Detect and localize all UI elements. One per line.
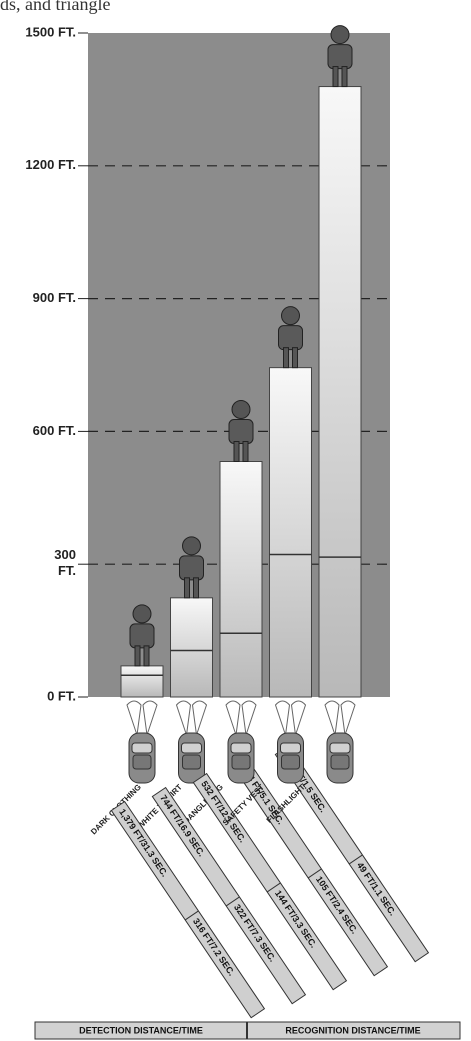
y-tick-label: 0 FT.: [47, 688, 76, 703]
legend-label: RECOGNITION DISTANCE/TIME: [285, 1025, 420, 1035]
person-body: [180, 556, 204, 580]
person-leg: [284, 348, 289, 368]
person-body: [229, 420, 253, 444]
y-tick-label: 900 FT.: [33, 290, 76, 305]
car-windshield: [330, 743, 350, 753]
person-body: [130, 624, 154, 648]
legend-label: DETECTION DISTANCE/TIME: [79, 1025, 203, 1035]
headlight-beam: [226, 701, 240, 735]
car-roof: [183, 755, 201, 769]
person-leg: [293, 348, 298, 368]
car-roof: [133, 755, 151, 769]
car-windshield: [132, 743, 152, 753]
headlight-beam: [193, 701, 207, 735]
person-leg: [144, 646, 149, 666]
person-body: [279, 326, 303, 350]
car-roof: [232, 755, 250, 769]
headlight-beam: [242, 701, 256, 735]
person-head: [331, 26, 349, 44]
car-roof: [331, 755, 349, 769]
headlight-beam: [143, 701, 157, 735]
headlight-beam: [341, 701, 355, 735]
headlight-beam: [292, 701, 306, 735]
detection-bar: [121, 666, 163, 697]
person-leg: [342, 67, 347, 87]
headlight-beam: [325, 701, 339, 735]
person-leg: [243, 442, 248, 462]
person-leg: [135, 646, 140, 666]
chart: ds, and triangle 0 FT. 300FT. 600 FT. 900 F…: [0, 0, 471, 1041]
recognition-label: 316 FT/7.2 SEC.: [191, 916, 237, 977]
person-head: [183, 537, 201, 555]
detection-bar: [171, 598, 213, 697]
person-head: [133, 605, 151, 623]
headlight-beam: [127, 701, 141, 735]
person-leg: [185, 578, 190, 598]
car-windshield: [231, 743, 251, 753]
detection-bar: [220, 462, 262, 697]
person-head: [282, 307, 300, 325]
headlight-beam: [276, 701, 290, 735]
y-tick-label: 600 FT.: [33, 423, 76, 438]
recognition-label: 49 FT/1.1 SEC.: [355, 860, 398, 917]
car-roof: [282, 755, 300, 769]
car-windshield: [281, 743, 301, 753]
caption-fragment: ds, and triangle: [0, 0, 110, 14]
recognition-label: 144 FT/3.3 SEC.: [273, 888, 319, 949]
person-leg: [333, 67, 338, 87]
car-windshield: [182, 743, 202, 753]
person-leg: [234, 442, 239, 462]
detection-bar: [270, 368, 312, 697]
person-leg: [194, 578, 199, 598]
recognition-label: 322 FT/7.3 SEC.: [232, 902, 278, 963]
recognition-label: 105 FT/2.4 SEC.: [314, 874, 360, 935]
y-tick-label: 1200 FT.: [25, 157, 76, 172]
detection-bar: [319, 87, 361, 697]
y-tick-label: 1500 FT.: [25, 24, 76, 39]
person-body: [328, 45, 352, 69]
person-head: [232, 401, 250, 419]
headlight-beam: [177, 701, 191, 735]
